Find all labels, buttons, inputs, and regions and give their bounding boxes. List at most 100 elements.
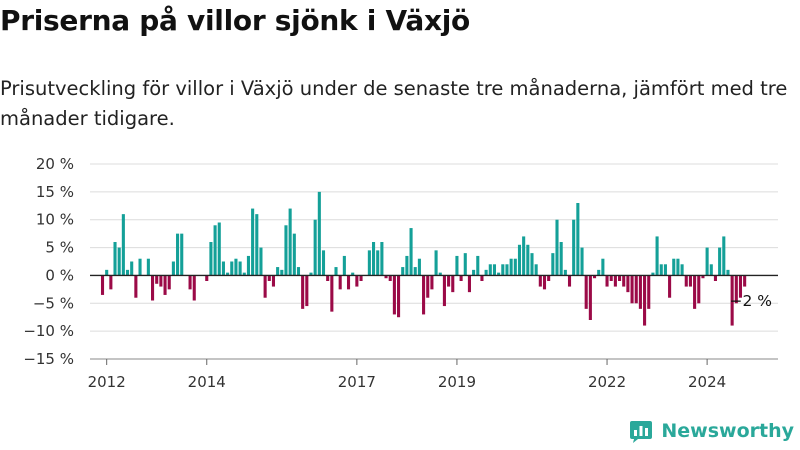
bar [209, 242, 213, 276]
bar [538, 275, 542, 287]
bar [705, 247, 709, 276]
bar [651, 272, 655, 276]
bar [334, 267, 338, 276]
bar [180, 233, 184, 276]
bar [659, 264, 663, 276]
bar [555, 219, 559, 276]
bar [559, 242, 563, 276]
bar [221, 261, 225, 276]
bar [159, 275, 163, 287]
bar [655, 236, 659, 276]
bar [663, 264, 667, 276]
bar [413, 267, 417, 276]
bar [397, 275, 401, 318]
bar [534, 264, 538, 276]
bar [463, 253, 467, 276]
bar [151, 275, 155, 301]
y-tick-label: 0 % [45, 266, 74, 284]
bar [738, 275, 743, 298]
bar [626, 275, 630, 293]
y-tick-label: −15 % [23, 350, 74, 368]
bar [688, 275, 692, 287]
bar [305, 275, 309, 307]
bar [434, 250, 438, 276]
bar [113, 242, 117, 276]
bar [492, 264, 497, 276]
bar [638, 275, 642, 309]
bar [551, 253, 555, 276]
bar [359, 275, 363, 281]
bar [567, 275, 572, 287]
bar [380, 242, 384, 276]
bar [584, 275, 588, 309]
bar [451, 275, 455, 293]
bar [580, 247, 584, 276]
bar [355, 275, 359, 287]
bar [351, 272, 355, 276]
x-tick-label: 2022 [588, 373, 626, 391]
bar [176, 233, 180, 276]
y-tick-label: −5 % [33, 294, 74, 312]
bar [255, 214, 259, 276]
bar [563, 269, 567, 276]
bar [292, 233, 296, 276]
bar [618, 275, 622, 281]
bar [497, 272, 501, 276]
bar [401, 267, 405, 276]
bar [276, 267, 280, 276]
bar [509, 258, 513, 276]
bar [684, 275, 688, 287]
bars [100, 191, 747, 326]
y-tick-label: 5 % [45, 239, 74, 257]
bar [447, 275, 451, 287]
bar [384, 275, 388, 279]
x-tick-label: 2014 [188, 373, 226, 391]
bar [672, 258, 676, 276]
x-tick-label: 2017 [338, 373, 376, 391]
bar [217, 222, 221, 276]
bar-chart: 20 %15 %10 %5 %0 %−5 %−10 %−15 % 2012 201… [23, 155, 778, 391]
bar [163, 275, 167, 295]
bar [422, 275, 426, 315]
bar [668, 275, 672, 298]
bar [246, 255, 250, 276]
bar [125, 269, 130, 276]
x-axis-ticks: 2012 2014 2017 2019 2022 2024 [88, 358, 778, 391]
bar [597, 269, 601, 276]
bar [476, 255, 480, 276]
bar [263, 275, 267, 298]
bar [676, 258, 680, 276]
y-tick-label: −10 % [23, 322, 74, 340]
bar [697, 275, 701, 304]
bar [501, 264, 505, 276]
bar [155, 275, 159, 284]
bar [309, 272, 313, 276]
annotations: −2 % [729, 292, 772, 310]
chart-title: Priserna på villor sjönk i Växjö [0, 4, 470, 37]
bar [238, 261, 242, 276]
bar [622, 275, 626, 287]
bar [130, 261, 134, 276]
bar [459, 275, 463, 281]
bar [146, 258, 150, 276]
bar [643, 275, 647, 326]
bar [472, 269, 476, 276]
bar [109, 275, 113, 290]
y-tick-label: 20 % [36, 155, 74, 173]
y-tick-label: 10 % [36, 211, 74, 229]
bar [296, 267, 301, 276]
y-axis-ticks: 20 % 15 % 10 % 5 % 0 % −5 % −10 % −15 % [23, 155, 74, 368]
bar [505, 264, 509, 276]
bar [488, 264, 492, 276]
bar [542, 275, 547, 290]
bar [267, 275, 271, 281]
bar [321, 250, 326, 276]
bar [288, 208, 292, 276]
bar [442, 275, 446, 307]
bar [100, 275, 105, 295]
bar [455, 255, 459, 276]
bar [547, 275, 551, 281]
bar [426, 275, 430, 298]
bar [634, 275, 638, 304]
bar [392, 275, 396, 315]
